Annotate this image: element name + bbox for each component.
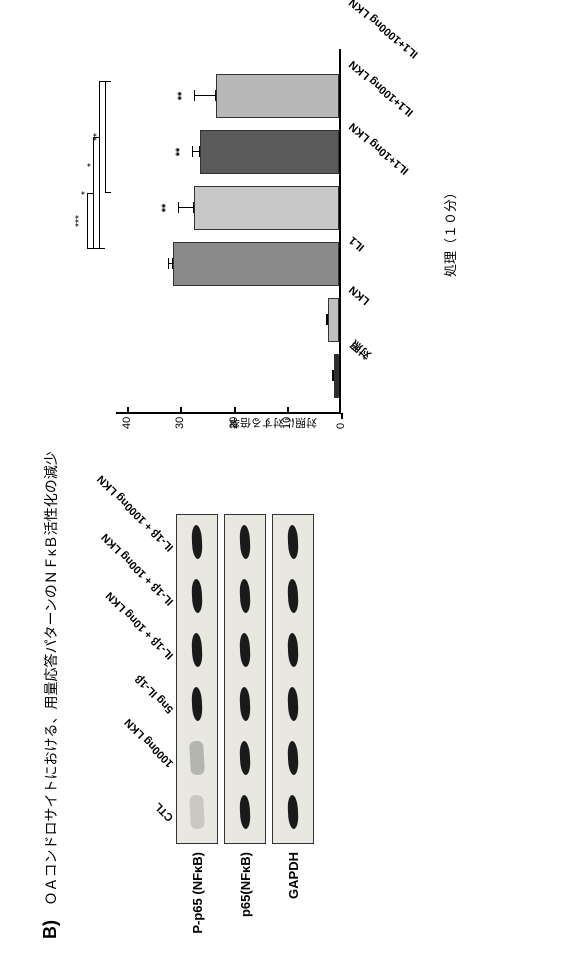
bar-chart: ******* 対照に対する倍率 010203040 ****** 対照LKNI…: [86, 49, 459, 469]
x-tick-label: 対照: [347, 337, 374, 363]
gel-strip: [272, 514, 314, 844]
lane-label: 5ng IL-1β: [133, 672, 176, 715]
bar: [332, 354, 339, 398]
y-tick: 10: [281, 417, 293, 429]
blot-row: P-p65 (NFκB): [176, 499, 218, 939]
y-axis-label: 対照に対する倍率: [229, 415, 317, 431]
bar: [326, 298, 339, 342]
bar: **: [192, 130, 339, 174]
western-blot: CTL1000ng LKN5ng IL-1βIL-1β + 10ng LKNIL…: [86, 499, 320, 939]
band: [191, 633, 203, 667]
bracket-label: ***: [74, 215, 85, 227]
lane-label: CTL: [152, 800, 176, 824]
blot-rows: P-p65 (NFκB) p65(NFκB) GAPDH: [176, 499, 314, 939]
bar-rect: [173, 242, 339, 286]
blot-row-label: P-p65 (NFκB): [190, 844, 205, 939]
band: [287, 633, 299, 667]
bracket-label: **: [92, 133, 103, 141]
error-bar: [168, 264, 173, 265]
significance-bracket: **: [105, 81, 106, 193]
band: [239, 525, 251, 559]
header-row: B) ＯＡコンドロサイトにおける、用量応答パターンのＮＦκＢ活性化の減少: [40, 30, 61, 939]
gel-strip: [224, 514, 266, 844]
x-tick-label: IL1: [347, 234, 367, 253]
band: [189, 795, 205, 830]
significance-star: **: [160, 204, 172, 213]
y-tick: 0: [335, 423, 347, 429]
x-tick-label: IL1+100ng LKN: [347, 58, 416, 118]
figure-panel: B) ＯＡコンドロサイトにおける、用量応答パターンのＮＦκＢ活性化の減少 CTL…: [0, 0, 583, 969]
panel-letter: B): [40, 920, 61, 939]
bar: **: [178, 186, 339, 230]
significance-bracket: *: [93, 137, 94, 249]
x-tick-label: IL1+1000ng LKN: [347, 0, 421, 61]
bar-rect: [194, 186, 339, 230]
x-tick-label: IL1+10ng LKN: [347, 120, 411, 177]
error-bar: [332, 376, 334, 377]
y-tick: 40: [121, 417, 133, 429]
band: [239, 579, 251, 613]
error-bar: [192, 152, 200, 153]
significance-star: **: [176, 92, 188, 101]
significance-bracket: *: [99, 81, 100, 249]
bar: **: [194, 74, 339, 118]
x-axis-title: 処理（１０分）: [440, 49, 459, 414]
significance-bracket: ***: [87, 193, 88, 249]
band: [239, 633, 251, 667]
error-bar: [326, 320, 329, 321]
lane-labels: CTL1000ng LKN5ng IL-1βIL-1β + 10ng LKNIL…: [86, 499, 176, 839]
band: [239, 741, 251, 775]
significance-star: **: [174, 148, 186, 157]
bar-rect: [334, 354, 339, 398]
band: [239, 687, 251, 721]
band: [287, 525, 299, 559]
band: [239, 795, 251, 829]
bracket-label: *: [86, 163, 97, 167]
blot-row: GAPDH: [272, 499, 314, 939]
band: [191, 579, 203, 613]
band: [287, 579, 299, 613]
bar-rect: [200, 130, 339, 174]
plot-area: ** ** **: [116, 49, 341, 414]
error-bar: [194, 96, 215, 97]
band: [287, 741, 299, 775]
lane-label: 1000ng LKN: [123, 716, 176, 769]
x-labels: 対照LKNIL1IL1+10ng LKNIL1+100ng LKNIL1+100…: [341, 49, 436, 414]
rotated-page: B) ＯＡコンドロサイトにおける、用量応答パターンのＮＦκＢ活性化の減少 CTL…: [0, 386, 583, 969]
x-tick-label: LKN: [347, 283, 372, 307]
blot-row-label: GAPDH: [286, 844, 301, 939]
y-tick: 30: [174, 417, 186, 429]
gel-strip: [176, 514, 218, 844]
figure-body: CTL1000ng LKN5ng IL-1βIL-1β + 10ng LKNIL…: [86, 30, 459, 939]
band: [189, 741, 205, 776]
bar-rect: [328, 298, 339, 342]
band: [287, 795, 299, 829]
figure-title: ＯＡコンドロサイトにおける、用量応答パターンのＮＦκＢ活性化の減少: [41, 451, 61, 905]
band: [191, 525, 203, 559]
bar-rect: [216, 74, 339, 118]
y-tick: 20: [228, 417, 240, 429]
bars-container: ** ** **: [116, 49, 339, 412]
band: [287, 687, 299, 721]
bar: [168, 242, 339, 286]
band: [191, 687, 203, 721]
error-bar: [178, 208, 194, 209]
blot-row-label: p65(NFκB): [238, 844, 253, 939]
bracket-label: *: [80, 191, 91, 195]
blot-row: p65(NFκB): [224, 499, 266, 939]
